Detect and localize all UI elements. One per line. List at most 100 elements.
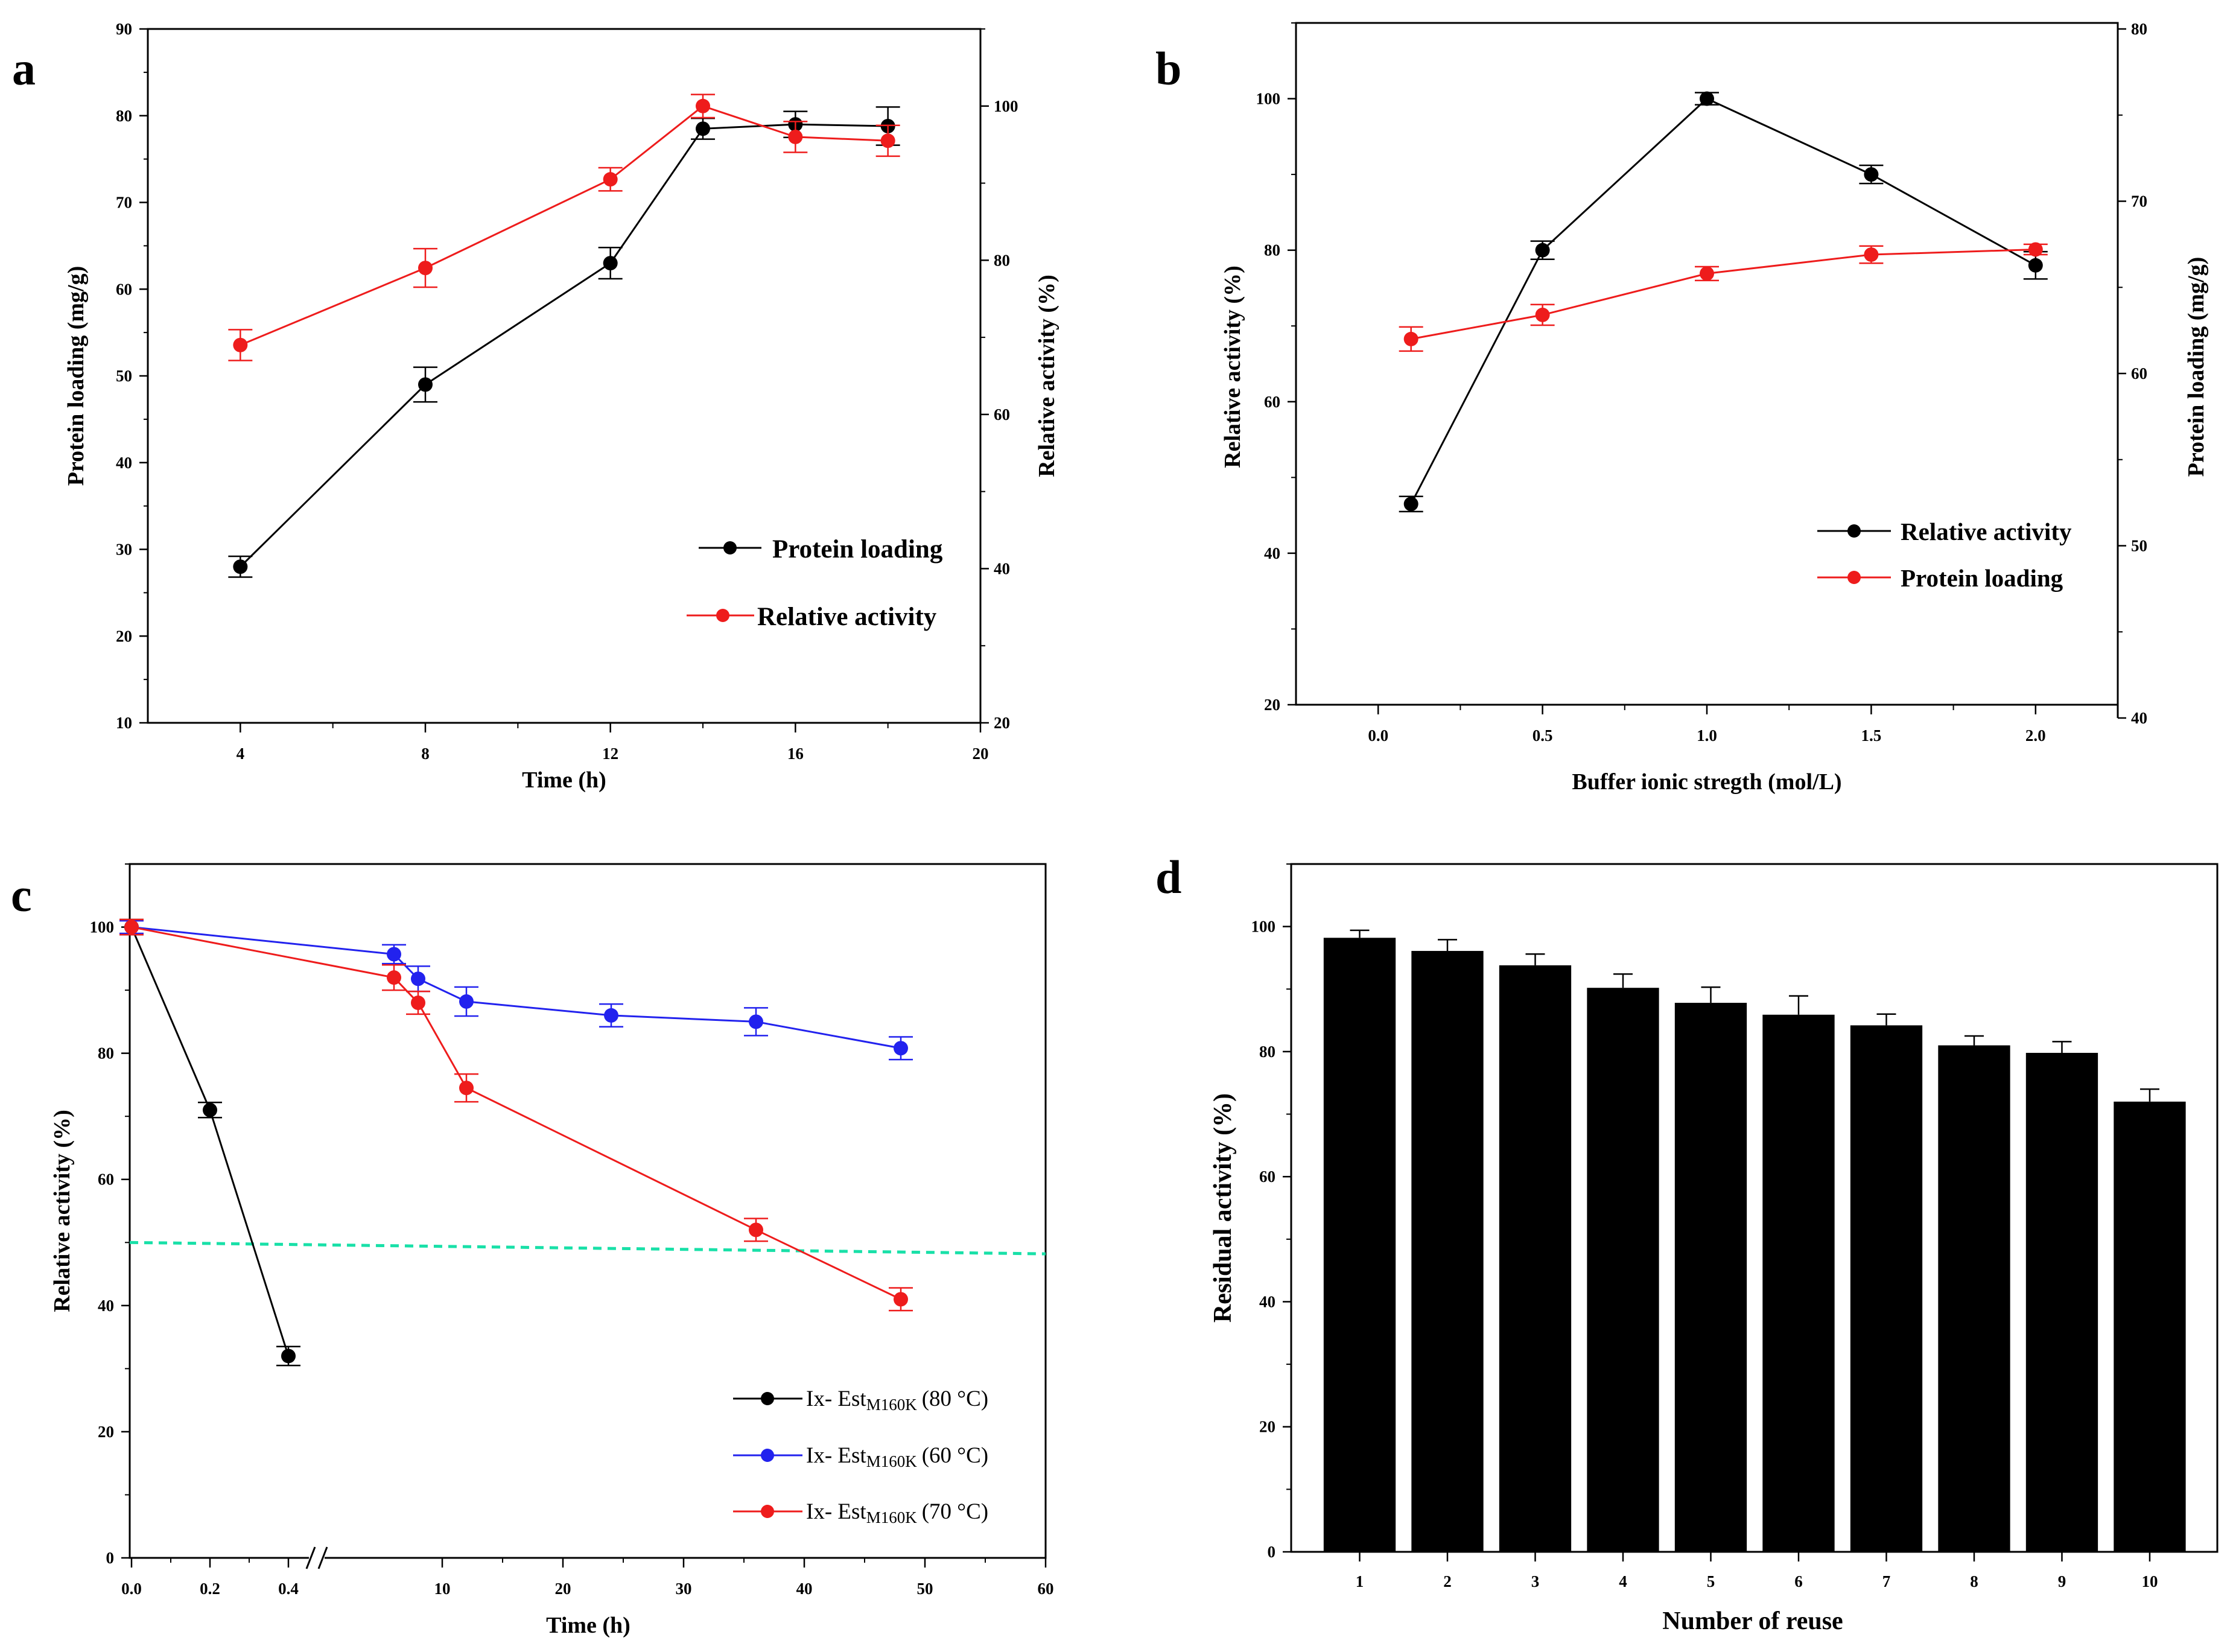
y-tick-label: 50 xyxy=(116,367,132,385)
x-tick-label: 0.4 xyxy=(278,1580,299,1598)
panel-label: d xyxy=(1155,851,1181,903)
y-tick-label: 0 xyxy=(106,1549,115,1567)
legend-subscript: M160K xyxy=(866,1508,918,1527)
marks-layer xyxy=(1323,929,2186,1552)
marks-layer xyxy=(228,94,900,578)
data-point xyxy=(1700,266,1714,281)
legend-subscript: M160K xyxy=(866,1452,918,1470)
legend-label: Protein loading xyxy=(1901,564,2063,592)
y-tick-label: 80 xyxy=(994,251,1010,269)
legend: Protein loading Relative activity xyxy=(687,535,943,631)
y-tick-label: 80 xyxy=(1259,1043,1275,1061)
tick-layer: 10 20 30 40 50 60 70 80 90 20 40 60 80 100 4 8 12 16 20 xyxy=(116,20,1018,763)
x-axis-label: Time (h) xyxy=(522,767,606,793)
y-tick-label: 20 xyxy=(1264,696,1280,714)
bar xyxy=(1587,988,1659,1552)
bar xyxy=(1938,1045,2010,1552)
y-tick-label: 80 xyxy=(98,1044,114,1063)
data-point xyxy=(411,971,425,986)
bar xyxy=(1850,1025,1923,1552)
data-point xyxy=(603,256,618,271)
data-point xyxy=(1403,497,1418,512)
x-tick-label: 0.0 xyxy=(1368,726,1388,745)
x-tick-label: 16 xyxy=(787,745,804,763)
y-tick-label: 70 xyxy=(2131,192,2147,211)
y-axis-label-right: Protein loading (mg/g) xyxy=(2184,257,2209,477)
legend-marker xyxy=(723,541,737,554)
x-tick-label: 4 xyxy=(1619,1572,1627,1590)
legend-condition: (80 °C) xyxy=(922,1387,988,1411)
data-point xyxy=(749,1014,763,1029)
x-tick-label: 9 xyxy=(2058,1572,2066,1590)
bar xyxy=(1674,1003,1747,1552)
data-point xyxy=(233,337,248,352)
series-line-1 xyxy=(131,926,901,1049)
x-axis-label: Number of reuse xyxy=(1662,1607,1843,1635)
y-tick-label: 60 xyxy=(116,280,132,298)
data-point xyxy=(1535,307,1550,322)
series-line-2 xyxy=(131,926,901,1300)
series-line-0 xyxy=(240,123,888,568)
y-axis-label-left: Relative activity (%) xyxy=(1220,265,1245,468)
legend-marker xyxy=(1847,571,1861,584)
x-tick-label: 20 xyxy=(973,745,989,763)
data-point xyxy=(418,261,433,276)
y-tick-label: 40 xyxy=(994,559,1010,577)
legend-marker xyxy=(761,1449,774,1462)
x-tick-label: 20 xyxy=(555,1580,571,1598)
y-tick-label: 0 xyxy=(1268,1543,1276,1561)
x-tick-label: 2 xyxy=(1443,1572,1452,1590)
x-tick-label: 60 xyxy=(1038,1580,1054,1598)
y-tick-label: 90 xyxy=(116,20,132,38)
y-tick-label: 60 xyxy=(98,1171,114,1189)
y-tick-label: 100 xyxy=(90,918,115,936)
legend-condition: (60 °C) xyxy=(922,1443,988,1468)
y-tick-label: 20 xyxy=(1259,1418,1275,1436)
legend-label: Relative activity xyxy=(757,603,937,631)
bar xyxy=(2114,1101,2186,1552)
legend: Ix- EstM160K (80 °C) Ix- EstM160K (60 °C) … xyxy=(733,1387,988,1527)
data-point xyxy=(1700,91,1714,106)
legend: Relative activity Protein loading xyxy=(1817,518,2072,592)
data-point xyxy=(1535,243,1550,258)
legend-label: Ix- EstM160K (70 °C) xyxy=(806,1499,988,1527)
x-tick-label: 12 xyxy=(602,745,618,763)
data-point xyxy=(124,920,139,935)
data-point xyxy=(459,994,474,1009)
panel-label: a xyxy=(12,42,36,95)
y-tick-label: 100 xyxy=(994,97,1018,115)
data-point xyxy=(233,559,248,574)
y-tick-label: 40 xyxy=(1264,544,1280,562)
y-tick-label: 20 xyxy=(116,627,132,645)
x-tick-label: 7 xyxy=(1882,1572,1891,1590)
data-point xyxy=(2028,258,2043,273)
legend-name: Ix- Est xyxy=(806,1443,866,1468)
legend-marker xyxy=(716,609,729,622)
x-tick-label: 50 xyxy=(917,1580,933,1598)
x-tick-label: 10 xyxy=(434,1580,451,1598)
y-tick-label: 20 xyxy=(98,1423,114,1441)
panel-label: c xyxy=(11,869,32,921)
legend-label: Ix- EstM160K (60 °C) xyxy=(806,1443,988,1470)
y-tick-label: 60 xyxy=(2131,364,2147,383)
marks-layer xyxy=(119,918,1046,1367)
x-tick-label: 2.0 xyxy=(2025,726,2046,745)
y-tick-label: 100 xyxy=(1251,918,1276,936)
panel-label: b xyxy=(1155,42,1181,95)
y-tick-label: 60 xyxy=(994,405,1010,424)
y-tick-label: 50 xyxy=(2131,537,2147,555)
x-tick-label: 0.5 xyxy=(1533,726,1553,745)
y-axis-label: Residual activity (%) xyxy=(1209,1093,1237,1323)
y-tick-label: 40 xyxy=(98,1297,114,1315)
legend-marker xyxy=(761,1392,774,1405)
x-tick-label: 0.2 xyxy=(200,1580,220,1598)
data-point xyxy=(604,1008,618,1023)
x-tick-label: 4 xyxy=(237,745,245,763)
plot-frame xyxy=(1295,22,2119,706)
y-tick-label: 60 xyxy=(1259,1168,1275,1186)
legend-name: Ix- Est xyxy=(806,1499,866,1524)
y-tick-label: 40 xyxy=(116,454,132,472)
x-tick-label: 8 xyxy=(1970,1572,1978,1590)
axis-break-mark xyxy=(305,1546,316,1569)
